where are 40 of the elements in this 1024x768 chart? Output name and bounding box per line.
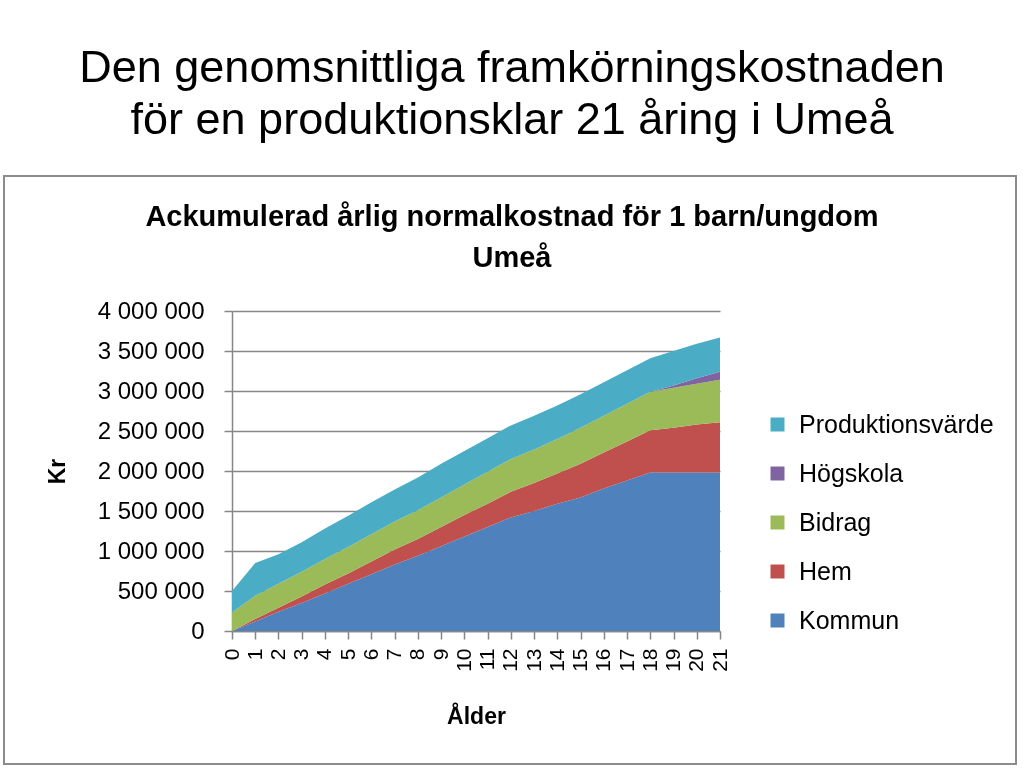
chart-title: Den genomsnittliga framkörningskostnaden för en produktionsklar 21 åring i Umeå <box>78 41 946 145</box>
x-tick-label: 12 <box>498 648 522 672</box>
x-tick-label: 7 <box>382 648 406 661</box>
y-tick-label: 500 000 <box>117 576 205 604</box>
x-tick-label: 6 <box>358 648 382 661</box>
x-tick-label: 17 <box>614 648 638 672</box>
x-tick-label: 18 <box>637 648 661 672</box>
y-tick-label: 3 500 000 <box>97 336 205 364</box>
legend-label: Bidrag <box>799 507 872 536</box>
x-tick-label: 15 <box>568 648 592 672</box>
x-tick-label: 21 <box>707 648 731 672</box>
x-tick-label: 9 <box>428 648 452 661</box>
x-tick-label: 2 <box>265 648 289 661</box>
legend-label: Kommun <box>799 605 900 634</box>
y-tick-label: 1 500 000 <box>97 496 205 524</box>
chart-subtitle: Ackumulerad årlig normalkostnad för 1 barn/ungdom Umeå <box>144 199 880 275</box>
y-tick-label: 0 <box>191 616 205 644</box>
y-tick-label: 3 000 000 <box>97 376 205 404</box>
x-tick-label: 20 <box>684 648 708 672</box>
x-tick-label: 3 <box>289 648 313 661</box>
x-tick-label: 0 <box>219 648 243 661</box>
x-tick-label: 1 <box>242 648 266 661</box>
y-axis-title: Kr <box>43 458 70 485</box>
y-tick-label: 1 000 000 <box>97 536 205 564</box>
x-tick-label: 14 <box>544 648 568 672</box>
x-tick-label: 5 <box>335 648 359 661</box>
x-tick-label: 16 <box>591 648 615 672</box>
y-tick-label: 2 500 000 <box>97 416 205 444</box>
y-tick-label: 4 000 000 <box>97 296 205 324</box>
x-tick-label: 13 <box>521 648 545 672</box>
y-tick-label: 2 000 000 <box>97 456 205 484</box>
x-tick-label: 10 <box>451 648 475 672</box>
x-tick-label: 4 <box>312 648 336 661</box>
x-axis-title: Ålder <box>447 701 506 729</box>
x-tick-label: 8 <box>405 648 429 661</box>
legend-label: Hem <box>799 556 852 585</box>
legend-label: Högskola <box>799 458 904 487</box>
legend-label: Produktionsvärde <box>799 409 994 438</box>
x-tick-label: 11 <box>475 648 499 671</box>
x-tick-label: 19 <box>661 648 685 672</box>
